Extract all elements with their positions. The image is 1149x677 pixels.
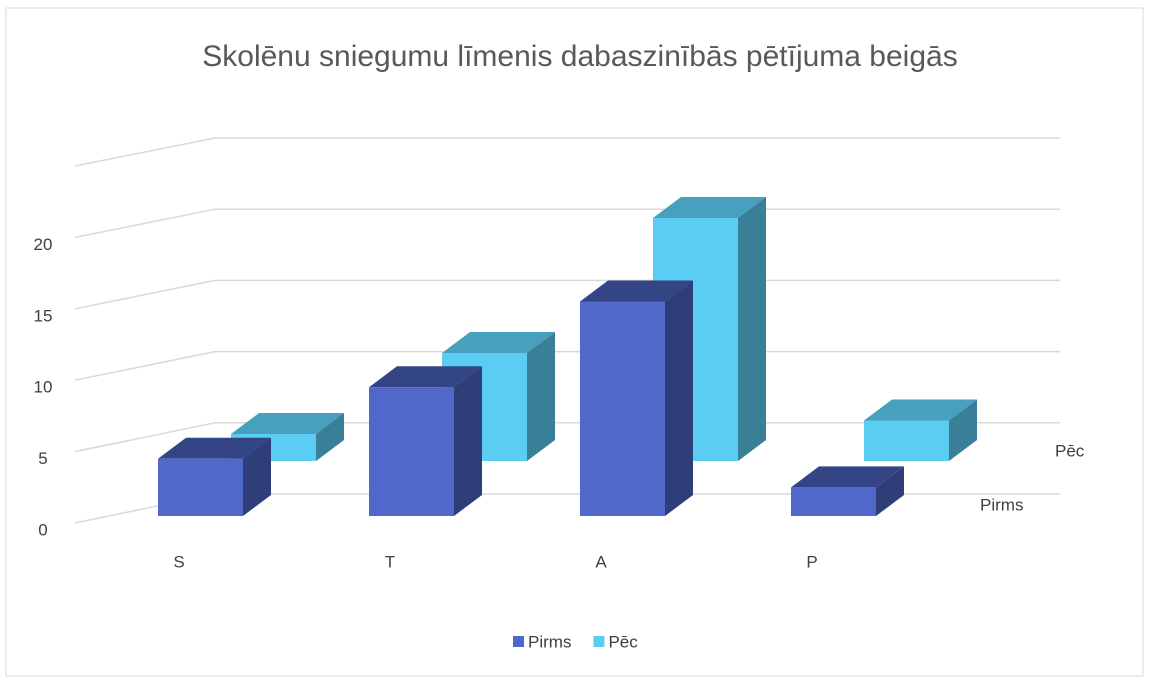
bar-top (580, 280, 693, 302)
bar-top (791, 466, 904, 488)
bar-side (665, 280, 693, 516)
legend-swatch (593, 636, 605, 647)
y-tick-label: 0 (38, 520, 47, 539)
legend-label: Pirms (528, 632, 571, 651)
grid-line (74, 279, 1060, 310)
legend-swatch (513, 636, 524, 647)
bar-side (527, 332, 555, 461)
grid-line (74, 137, 1060, 167)
x-tick-label: A (595, 552, 607, 571)
bar (580, 301, 665, 516)
bar-top (442, 332, 555, 353)
bar-side (738, 197, 766, 461)
depth-label: Pirms (980, 495, 1023, 514)
chart-border (5, 7, 1144, 677)
depth-label: Pēc (1055, 441, 1085, 460)
bar (158, 458, 243, 516)
y-tick-label: 10 (34, 378, 53, 397)
bar-top (653, 197, 766, 218)
grid-line (74, 208, 1060, 239)
bar-top (369, 366, 482, 388)
bar (369, 387, 454, 516)
grid-line (74, 350, 1060, 381)
x-tick-label: P (806, 552, 817, 571)
bar-side (876, 466, 904, 516)
x-tick-label: S (173, 552, 184, 571)
bar (864, 420, 949, 461)
bar-top (864, 399, 977, 421)
grid-line (74, 422, 1060, 453)
bar-top (158, 437, 271, 459)
bar-side (454, 366, 482, 516)
chart-title: Skolēnu sniegumu līmenis dabaszinībās pē… (202, 40, 957, 73)
y-tick-label: 5 (38, 449, 47, 468)
legend-label: Pēc (608, 632, 638, 651)
bar-top (231, 413, 344, 434)
y-tick-label: 15 (34, 306, 53, 325)
bar-side (316, 413, 344, 461)
bar (791, 487, 876, 516)
bar-side (243, 437, 271, 516)
y-tick-label: 20 (34, 235, 53, 254)
bar-side (949, 399, 977, 461)
x-tick-label: T (385, 552, 395, 571)
